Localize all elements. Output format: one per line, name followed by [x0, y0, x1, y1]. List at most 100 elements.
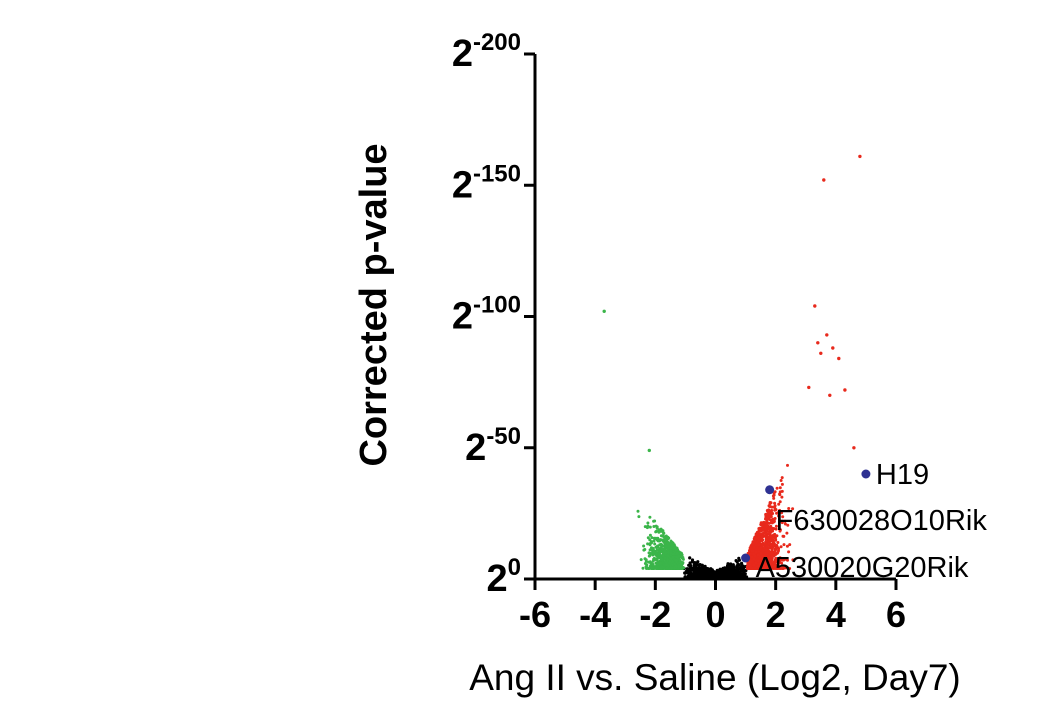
point-up-regulated [786, 463, 789, 467]
point-up-regulated [774, 524, 778, 528]
point-up-regulated [781, 534, 785, 538]
point-down-regulated [667, 536, 671, 540]
point-up-regulated [779, 479, 783, 482]
point-up-regulated [748, 546, 752, 550]
point-not-significant [690, 567, 694, 571]
point-up-regulated [764, 542, 768, 546]
point-down-regulated [639, 558, 643, 562]
axes [533, 54, 896, 581]
x-tick-label-6: 6 [886, 594, 906, 635]
point-up-regulated [774, 553, 778, 556]
point-up-regulated [775, 558, 779, 562]
point-up-regulated [786, 523, 790, 527]
point-up-regulated [768, 555, 772, 559]
point-down-regulated [667, 567, 671, 570]
point-down-regulated [654, 536, 658, 540]
point-outlier [858, 154, 862, 159]
point-not-significant [728, 573, 732, 578]
point-up-regulated [753, 554, 757, 558]
point-not-significant [701, 565, 706, 569]
point-up-regulated [762, 563, 766, 567]
point-up-regulated [758, 562, 761, 566]
point-down-regulated [656, 544, 659, 548]
point-not-significant [718, 568, 723, 573]
x-axis-title: Ang II vs. Saline (Log2, Day7) [469, 657, 961, 698]
gene-label-0: H19 [876, 459, 929, 491]
point-up-regulated [754, 536, 758, 540]
point-up-regulated [757, 527, 761, 531]
point-up-regulated [761, 541, 765, 545]
point-down-regulated [645, 526, 649, 530]
point-up-regulated [754, 561, 758, 565]
point-up-regulated [768, 535, 771, 539]
gene-label-1: F630028O10Rik [776, 505, 988, 537]
point-down-regulated [641, 566, 645, 570]
point-down-regulated [642, 548, 646, 552]
point-down-regulated [664, 538, 667, 542]
point-down-regulated [659, 538, 662, 542]
point-not-significant [707, 569, 711, 574]
point-not-significant [743, 572, 747, 576]
point-down-regulated [652, 539, 656, 543]
point-outlier [647, 448, 651, 453]
gene-annotations: H19 F630028O10Rik A530020G20Rik [756, 459, 988, 584]
point-up-regulated [763, 560, 767, 564]
point-up-regulated [766, 550, 770, 554]
point-up-regulated [770, 519, 774, 523]
x-tick-label-2: -2 [639, 594, 671, 635]
point-up-regulated [788, 543, 792, 547]
point-up-regulated [778, 500, 782, 504]
point-not-significant [697, 572, 702, 576]
point-up-regulated [765, 537, 768, 541]
point-up-regulated [752, 552, 755, 556]
y-axis-title: Corrected p-value [353, 143, 395, 466]
point-up-regulated [774, 536, 777, 540]
point-not-significant [742, 569, 746, 573]
point-up-regulated [770, 505, 774, 509]
point-up-regulated [778, 508, 782, 512]
point-down-regulated [674, 564, 678, 568]
point-up-regulated [781, 515, 785, 519]
point-up-regulated [766, 559, 770, 563]
point-up-regulated [772, 527, 776, 530]
point-up-regulated [765, 544, 769, 548]
point-down-regulated [674, 558, 678, 562]
point-not-significant [705, 574, 709, 578]
point-up-regulated [753, 539, 757, 543]
point-up-regulated [761, 560, 765, 564]
point-not-significant [722, 567, 726, 571]
point-up-regulated [746, 567, 749, 570]
point-up-regulated [767, 526, 771, 530]
point-down-regulated [670, 566, 674, 570]
point-not-significant [742, 566, 746, 570]
point-up-regulated [762, 548, 766, 552]
point-up-regulated [765, 535, 769, 538]
point-down-regulated [647, 551, 651, 555]
point-up-regulated [760, 535, 764, 539]
point-up-regulated [771, 542, 775, 546]
point-up-regulated [778, 557, 782, 561]
point-up-regulated [791, 507, 795, 511]
point-not-significant [729, 568, 733, 572]
point-not-significant [729, 562, 733, 566]
point-up-regulated [773, 504, 777, 508]
point-not-significant [734, 559, 738, 563]
point-up-regulated [750, 555, 754, 559]
point-not-significant [694, 562, 698, 567]
x-tick-label-1: -4 [579, 594, 611, 635]
point-up-regulated [760, 523, 764, 527]
point-not-significant [690, 558, 695, 562]
point-up-regulated [765, 521, 769, 524]
point-up-regulated [772, 520, 776, 524]
point-up-regulated [771, 545, 775, 549]
point-not-significant [716, 572, 720, 576]
point-not-significant [728, 565, 732, 569]
point-down-regulated [659, 550, 663, 554]
point-up-regulated [770, 539, 774, 543]
point-up-regulated [783, 522, 787, 526]
point-down-regulated [681, 561, 685, 565]
point-up-regulated [766, 509, 770, 513]
point-up-regulated [769, 524, 773, 528]
point-down-regulated [664, 563, 668, 567]
point-up-regulated [764, 523, 768, 527]
